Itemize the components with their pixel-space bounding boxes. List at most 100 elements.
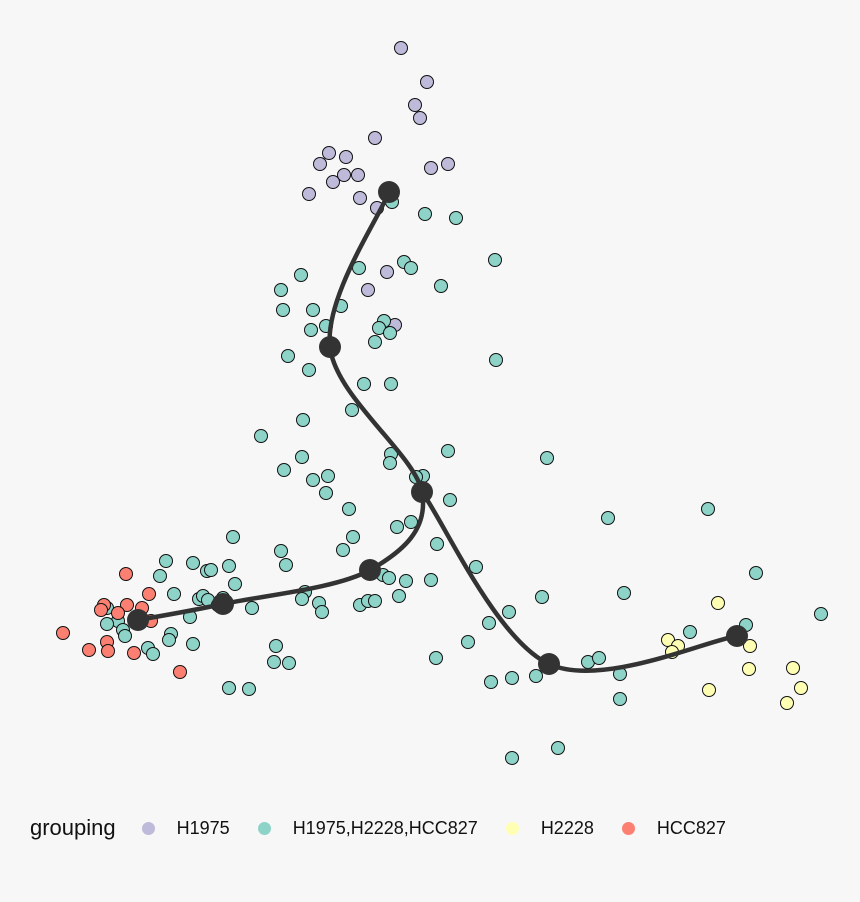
point-h1975 (394, 41, 408, 55)
point-h1975-h2228-hcc827 (274, 283, 288, 297)
point-h2228 (794, 681, 808, 695)
point-h1975-h2228-hcc827 (484, 675, 498, 689)
point-h1975-h2228-hcc827 (304, 323, 318, 337)
point-h2228 (702, 683, 716, 697)
point-h1975 (337, 168, 351, 182)
legend-label: H1975,H2228,HCC827 (292, 817, 478, 838)
legend-label: H2228 (540, 817, 594, 838)
point-h1975 (413, 111, 427, 125)
point-h1975-h2228-hcc827 (118, 629, 132, 643)
point-h1975-h2228-hcc827 (683, 625, 697, 639)
point-h1975-h2228-hcc827 (551, 741, 565, 755)
point-h1975-h2228-hcc827 (276, 303, 290, 317)
point-h1975-h2228-hcc827 (505, 751, 519, 765)
point-h1975 (424, 161, 438, 175)
point-h1975-h2228-hcc827 (281, 349, 295, 363)
point-h1975-h2228-hcc827 (100, 617, 114, 631)
point-h1975-h2228-hcc827 (429, 651, 443, 665)
point-h1975-h2228-hcc827 (443, 493, 457, 507)
trajectory-node (378, 181, 400, 203)
point-h1975-h2228-hcc827 (382, 571, 396, 585)
point-h1975-h2228-hcc827 (617, 586, 631, 600)
legend-swatch (505, 821, 519, 835)
point-h1975-h2228-hcc827 (302, 363, 316, 377)
point-h1975-h2228-hcc827 (186, 637, 200, 651)
trajectory-node (359, 559, 381, 581)
legend-swatch (141, 821, 155, 835)
point-hcc827 (111, 606, 125, 620)
point-h1975-h2228-hcc827 (368, 335, 382, 349)
point-h1975-h2228-hcc827 (296, 413, 310, 427)
point-h1975-h2228-hcc827 (295, 592, 309, 606)
point-h1975-h2228-hcc827 (228, 577, 242, 591)
point-h1975-h2228-hcc827 (295, 450, 309, 464)
point-h1975-h2228-hcc827 (461, 635, 475, 649)
point-h1975-h2228-hcc827 (502, 605, 516, 619)
point-h1975 (361, 283, 375, 297)
trajectory-node (538, 653, 560, 675)
point-hcc827 (127, 646, 141, 660)
point-h1975-h2228-hcc827 (430, 537, 444, 551)
point-h1975 (351, 168, 365, 182)
point-h1975 (322, 146, 336, 160)
point-h1975-h2228-hcc827 (613, 692, 627, 706)
point-h1975-h2228-hcc827 (390, 520, 404, 534)
point-h1975-h2228-hcc827 (306, 473, 320, 487)
point-h1975-h2228-hcc827 (222, 559, 236, 573)
point-hcc827 (173, 665, 187, 679)
point-h1975-h2228-hcc827 (424, 573, 438, 587)
point-h1975-h2228-hcc827 (153, 569, 167, 583)
scatter-plot (56, 41, 828, 765)
point-h1975-h2228-hcc827 (269, 639, 283, 653)
point-h1975-h2228-hcc827 (146, 647, 160, 661)
point-h1975-h2228-hcc827 (345, 403, 359, 417)
point-hcc827 (56, 626, 70, 640)
point-h1975-h2228-hcc827 (749, 566, 763, 580)
point-hcc827 (101, 644, 115, 658)
point-h1975-h2228-hcc827 (267, 655, 281, 669)
point-h1975-h2228-hcc827 (321, 469, 335, 483)
point-h1975 (302, 187, 316, 201)
legend-title: grouping (30, 815, 116, 840)
point-h1975-h2228-hcc827 (245, 601, 259, 615)
point-h1975-h2228-hcc827 (346, 530, 360, 544)
point-h1975-h2228-hcc827 (505, 671, 519, 685)
trajectory-node (127, 609, 149, 631)
point-h1975-h2228-hcc827 (306, 303, 320, 317)
point-hcc827 (142, 587, 156, 601)
trajectory-node (726, 625, 748, 647)
point-h2228 (786, 661, 800, 675)
point-h1975-h2228-hcc827 (418, 207, 432, 221)
point-h1975 (441, 157, 455, 171)
point-h1975-h2228-hcc827 (357, 377, 371, 391)
point-h1975-h2228-hcc827 (315, 605, 329, 619)
point-h1975-h2228-hcc827 (449, 211, 463, 225)
point-h1975-h2228-hcc827 (535, 590, 549, 604)
legend-item-hcc827: HCC827 (621, 817, 726, 839)
legend-label: HCC827 (656, 817, 726, 838)
point-h1975-h2228-hcc827 (592, 651, 606, 665)
point-h1975-h2228-hcc827 (254, 429, 268, 443)
trajectory-node (319, 336, 341, 358)
point-h1975-h2228-hcc827 (242, 682, 256, 696)
legend-swatch (257, 821, 271, 835)
legend-swatch (621, 821, 635, 835)
legend-item-mixed: H1975,H2228,HCC827 (257, 817, 478, 839)
point-h1975 (408, 98, 422, 112)
point-h1975 (313, 157, 327, 171)
point-h1975-h2228-hcc827 (279, 558, 293, 572)
point-h1975 (339, 150, 353, 164)
legend-item-h1975: H1975 (141, 818, 230, 839)
point-h1975-h2228-hcc827 (186, 556, 200, 570)
point-hcc827 (120, 598, 134, 612)
point-h1975-h2228-hcc827 (701, 502, 715, 516)
point-h1975-h2228-hcc827 (489, 353, 503, 367)
point-h1975-h2228-hcc827 (392, 589, 406, 603)
point-h1975-h2228-hcc827 (441, 444, 455, 458)
point-h1975-h2228-hcc827 (342, 502, 356, 516)
trajectory-node (411, 481, 433, 503)
legend-item-h2228: H2228 (505, 817, 594, 839)
point-h2228 (742, 662, 756, 676)
point-h1975-h2228-hcc827 (601, 511, 615, 525)
point-h1975-h2228-hcc827 (488, 253, 502, 267)
